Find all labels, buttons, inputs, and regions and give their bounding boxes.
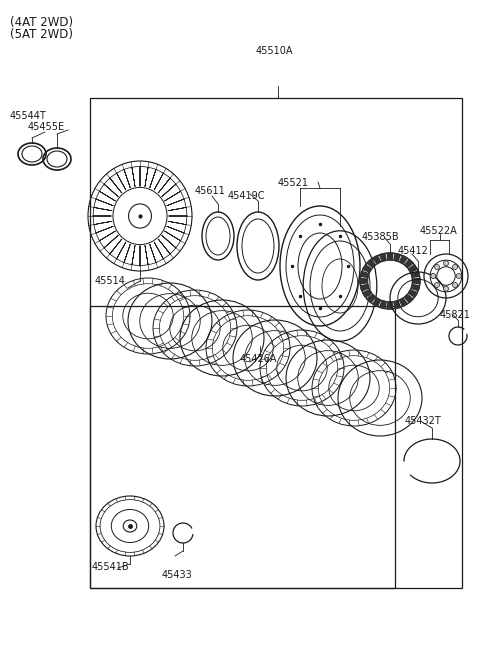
Polygon shape	[387, 253, 393, 260]
Ellipse shape	[434, 283, 440, 287]
Text: 45541B: 45541B	[92, 562, 130, 572]
Text: 45522A: 45522A	[420, 226, 458, 236]
Polygon shape	[363, 290, 372, 297]
Polygon shape	[372, 298, 381, 306]
Polygon shape	[372, 256, 381, 264]
Text: 45419C: 45419C	[228, 191, 265, 201]
Text: 45433: 45433	[162, 570, 193, 580]
Ellipse shape	[453, 264, 457, 270]
Polygon shape	[408, 265, 417, 272]
Text: 45611: 45611	[195, 186, 226, 196]
Ellipse shape	[453, 283, 457, 287]
Polygon shape	[404, 295, 413, 302]
Text: (4AT 2WD): (4AT 2WD)	[10, 16, 73, 29]
Polygon shape	[360, 272, 369, 277]
Polygon shape	[363, 265, 372, 272]
Text: 45821: 45821	[440, 310, 471, 320]
Ellipse shape	[456, 274, 461, 279]
Text: 45544T: 45544T	[10, 111, 47, 121]
Ellipse shape	[434, 264, 440, 270]
Text: 45510A: 45510A	[256, 46, 293, 56]
Text: 45455E: 45455E	[28, 122, 65, 132]
Polygon shape	[394, 253, 400, 261]
Polygon shape	[408, 290, 417, 297]
Polygon shape	[404, 260, 413, 268]
Polygon shape	[380, 253, 386, 261]
Polygon shape	[367, 260, 376, 268]
Polygon shape	[367, 295, 376, 302]
Polygon shape	[380, 300, 386, 308]
Text: 45385B: 45385B	[362, 232, 400, 242]
Polygon shape	[412, 278, 420, 283]
Polygon shape	[411, 285, 420, 291]
Text: (5AT 2WD): (5AT 2WD)	[10, 28, 73, 41]
Ellipse shape	[431, 274, 436, 279]
Bar	[90, 306, 395, 588]
Text: 45521: 45521	[278, 178, 309, 188]
Text: 45432T: 45432T	[405, 416, 442, 426]
Polygon shape	[394, 300, 400, 308]
Polygon shape	[360, 278, 368, 283]
Text: 45426A: 45426A	[240, 354, 277, 364]
Ellipse shape	[444, 260, 448, 266]
Text: 45514: 45514	[95, 276, 126, 286]
Polygon shape	[399, 298, 408, 306]
Ellipse shape	[444, 286, 448, 291]
Polygon shape	[360, 285, 369, 291]
Text: 45412: 45412	[398, 246, 429, 256]
Polygon shape	[399, 256, 408, 264]
Polygon shape	[411, 272, 420, 277]
Bar	[90, 98, 462, 588]
Polygon shape	[387, 302, 393, 309]
